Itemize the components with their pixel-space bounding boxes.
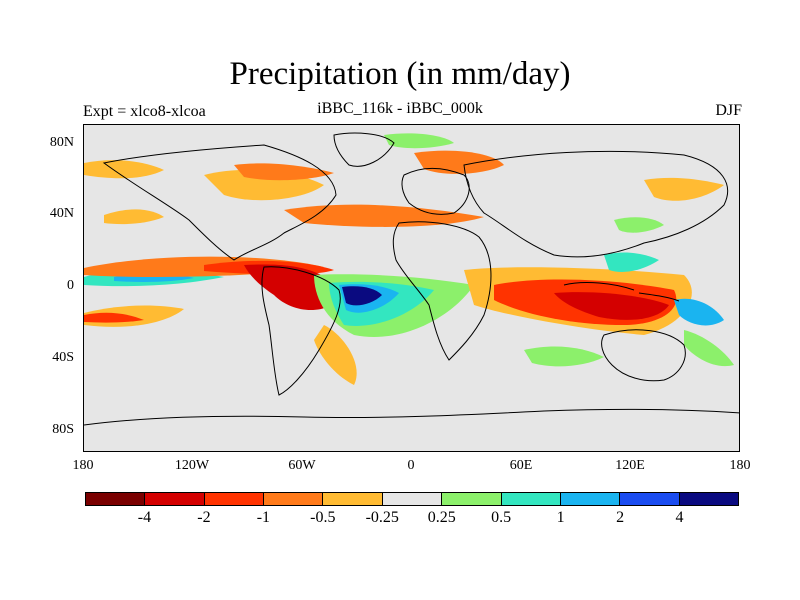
color-bar-box bbox=[620, 493, 680, 505]
anomaly-patch-neg-orange bbox=[414, 150, 504, 174]
lon-tick-label: 120W bbox=[174, 458, 210, 473]
anomaly-patch-pos-green bbox=[524, 346, 604, 367]
map-svg bbox=[84, 132, 739, 426]
color-bar-box bbox=[323, 493, 383, 505]
coastline-south-america bbox=[261, 266, 341, 396]
latitude-axis: 80N 40N 0 40S 80S bbox=[30, 124, 74, 452]
lon-tick-label: 60E bbox=[509, 458, 533, 473]
color-bar-box bbox=[679, 493, 738, 505]
lat-tick-label: 80N bbox=[49, 135, 74, 150]
color-bar-label: 0.25 bbox=[427, 509, 456, 526]
color-bar-box bbox=[204, 493, 265, 505]
experiment-label: Expt = xlco8-xlcoa bbox=[83, 103, 206, 120]
lon-tick-label: 180 bbox=[729, 458, 751, 473]
color-bar-label: 2 bbox=[616, 509, 625, 526]
color-bar-label: 0.5 bbox=[491, 509, 512, 526]
color-bar-label: -0.25 bbox=[365, 509, 399, 526]
color-bar-label: -1 bbox=[256, 509, 271, 526]
color-bar-box bbox=[501, 493, 561, 505]
anomaly-patch-pos-green bbox=[384, 133, 454, 149]
color-bar-box bbox=[442, 493, 502, 505]
color-bar-label: 1 bbox=[556, 509, 565, 526]
lat-tick-label: 40N bbox=[49, 206, 74, 221]
color-bar bbox=[85, 492, 739, 506]
coastlines bbox=[84, 132, 739, 426]
lon-tick-label: 0 bbox=[407, 458, 415, 473]
anomaly-patch-neg-orange bbox=[284, 204, 484, 227]
anomaly-patch-neg-orange bbox=[644, 177, 724, 201]
color-bar-box bbox=[145, 493, 205, 505]
anomaly-patch-pos-green bbox=[614, 217, 664, 233]
coastline-indonesia bbox=[563, 282, 680, 302]
anomaly-patch-neg-darkred bbox=[554, 292, 669, 320]
lon-tick-label: 120E bbox=[615, 458, 645, 473]
lat-tick-label: 80S bbox=[52, 422, 74, 437]
color-bar-labels: -4 -2 -1 -0.5 -0.25 0.25 0.5 1 2 4 bbox=[85, 509, 739, 531]
color-bar-label: -4 bbox=[137, 509, 152, 526]
color-bar-box bbox=[86, 493, 146, 505]
lat-tick-label: 40S bbox=[52, 350, 74, 365]
longitude-axis: 180 120W 60W 0 60E 120E 180 bbox=[73, 458, 751, 478]
season-label: DJF bbox=[715, 102, 742, 119]
coastline-australia bbox=[601, 329, 686, 382]
anomaly-patch-pos-cyan bbox=[604, 252, 659, 272]
lat-tick-label: 0 bbox=[67, 278, 74, 293]
anomaly-patch-pos-green bbox=[684, 330, 734, 367]
lon-tick-label: 180 bbox=[72, 458, 94, 473]
color-bar-box bbox=[382, 493, 443, 505]
coastline-europe bbox=[401, 167, 470, 215]
chart-title: Precipitation (in mm/day) bbox=[229, 56, 571, 92]
anomaly-patch-neg-orange bbox=[104, 209, 164, 225]
coastline-greenland bbox=[333, 132, 395, 167]
lon-tick-label: 60W bbox=[288, 458, 316, 473]
color-bar-label: 4 bbox=[675, 509, 684, 526]
coastline-africa bbox=[392, 221, 492, 361]
color-bar-label: -2 bbox=[197, 509, 211, 526]
color-bar-box bbox=[560, 493, 621, 505]
anomaly-patch-neg-orange bbox=[84, 160, 164, 179]
anomaly-patch-neg-red bbox=[84, 312, 144, 323]
anomaly-patch-pos-darkblue bbox=[342, 286, 382, 306]
color-bar-box bbox=[264, 493, 324, 505]
coastline-antarctica bbox=[84, 408, 739, 426]
color-bar-label: -0.5 bbox=[310, 509, 336, 526]
precipitation-map bbox=[83, 124, 740, 452]
anomaly-patch-neg-orange bbox=[234, 163, 334, 181]
precip-anomaly-fields bbox=[84, 133, 734, 385]
anomaly-patch-pos-blue bbox=[674, 298, 724, 326]
coastline-asia bbox=[463, 150, 729, 258]
anomaly-patch-neg-orange bbox=[314, 325, 357, 385]
coastline-north-america bbox=[102, 144, 337, 261]
difference-label: iBBC_116k - iBBC_000k bbox=[317, 100, 483, 117]
